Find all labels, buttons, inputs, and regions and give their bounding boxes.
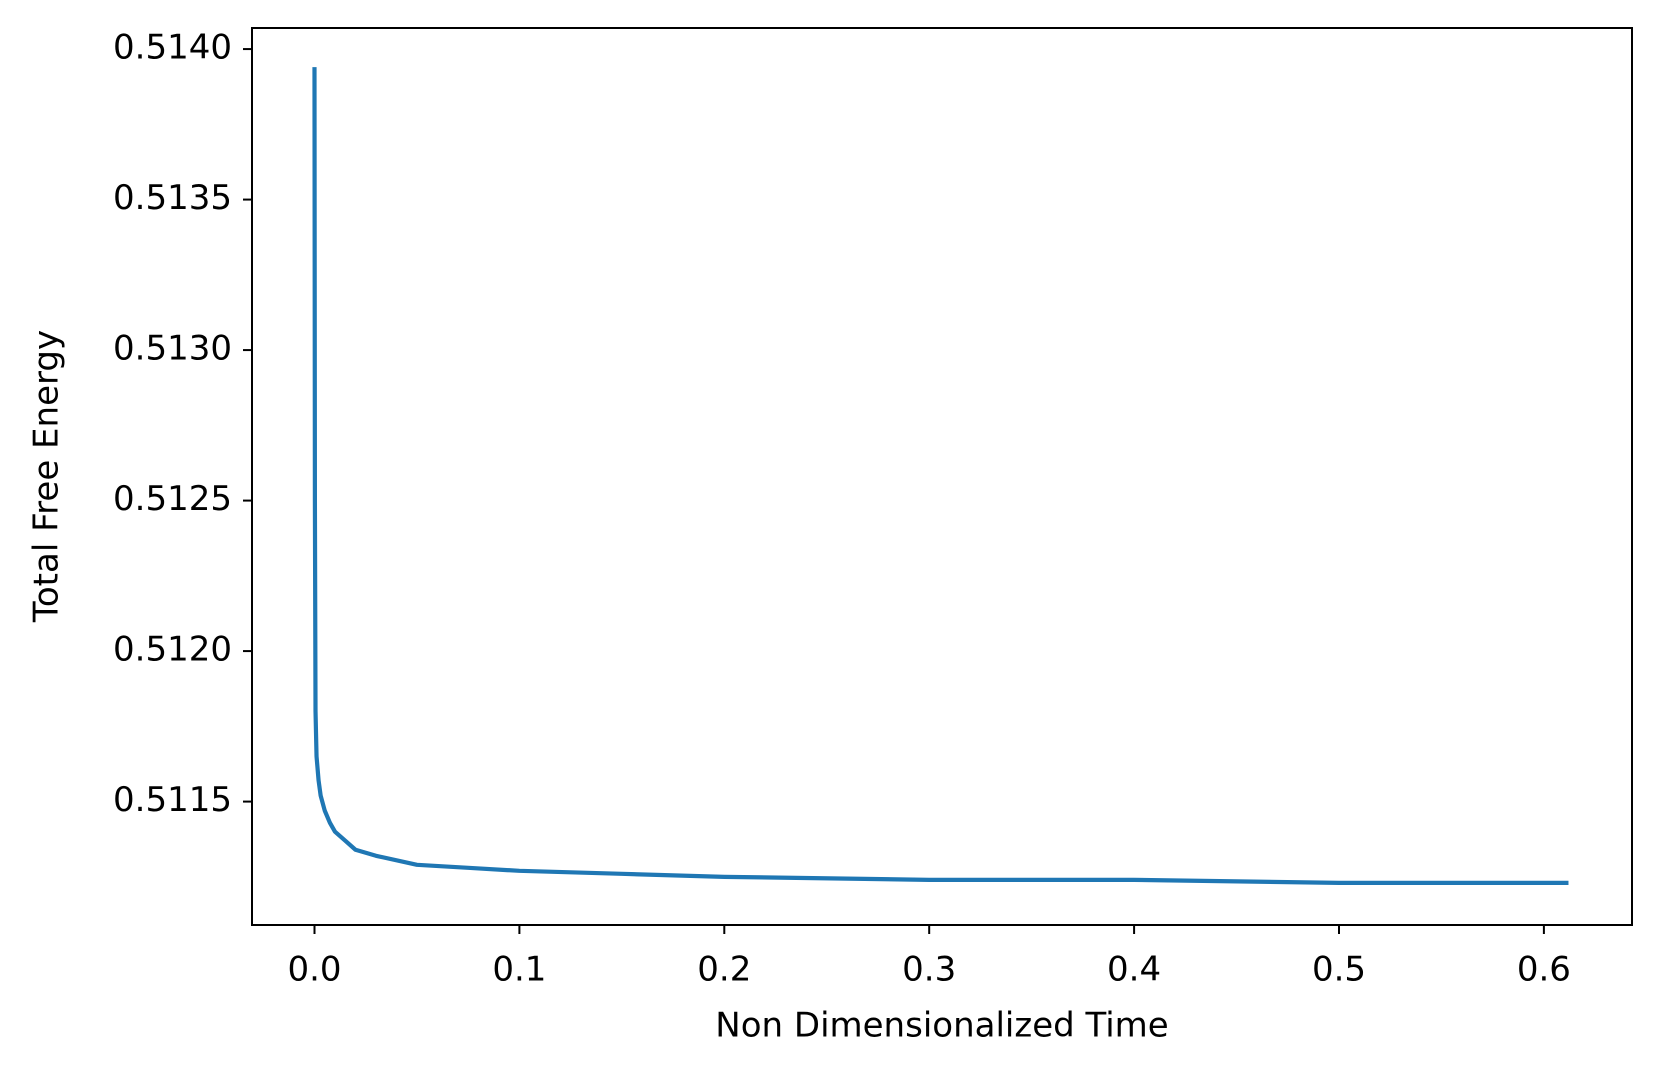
- y-tick-label: 0.5115: [113, 780, 232, 820]
- y-tick-label: 0.5130: [113, 329, 232, 369]
- y-tick-label: 0.5120: [113, 630, 232, 670]
- plot-frame: [251, 27, 1633, 926]
- x-tick-label: 0.0: [287, 950, 341, 990]
- y-axis-label: Total Free Energy: [27, 330, 67, 623]
- x-tick-label: 0.1: [492, 950, 546, 990]
- y-tick-label: 0.5140: [113, 28, 232, 68]
- y-tick-label: 0.5125: [113, 479, 232, 519]
- data-line: [312, 67, 1569, 885]
- x-tick-label: 0.6: [1517, 950, 1571, 990]
- x-tick-label: 0.2: [697, 950, 751, 990]
- x-tick-label: 0.3: [902, 950, 956, 990]
- x-tick-label: 0.4: [1107, 950, 1161, 990]
- y-tick-label: 0.5135: [113, 178, 232, 218]
- x-tick-label: 0.5: [1312, 950, 1366, 990]
- x-axis-label: Non Dimensionalized Time: [715, 1006, 1168, 1046]
